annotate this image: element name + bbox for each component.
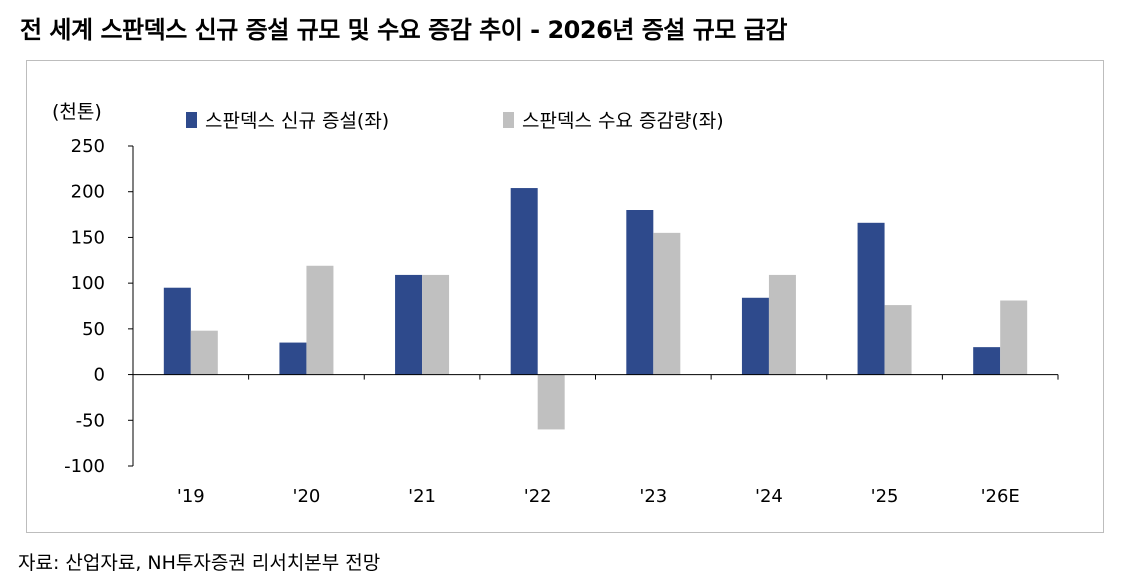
y-tick-label-0: 250 <box>71 136 105 157</box>
bar-series2-6 <box>884 305 912 375</box>
chart-frame <box>26 60 1104 533</box>
y-tick-label-4: 50 <box>82 319 105 340</box>
bar-series2-5 <box>768 274 796 375</box>
legend-item-series1: 스판덱스 신규 증설(좌) <box>186 106 389 133</box>
source-note: 자료: 산업자료, NH투자증권 리서치본부 전망 <box>18 552 381 574</box>
y-axis-unit-label: (천톤) <box>52 101 102 123</box>
x-tick-label-2: '21 <box>408 486 436 507</box>
bar-series2-4 <box>653 232 681 375</box>
bar-series1-6 <box>857 222 885 375</box>
legend-swatch-series1 <box>186 111 197 128</box>
y-tick-label-2: 150 <box>71 227 105 248</box>
y-tick-label-6: -50 <box>76 410 105 431</box>
y-tick-label-1: 200 <box>71 182 105 203</box>
x-tick-label-1: '20 <box>293 486 321 507</box>
bar-series1-4 <box>626 210 654 375</box>
y-tick-label-7: -100 <box>64 456 105 477</box>
bar-series1-2 <box>395 274 423 375</box>
y-tick-label-3: 100 <box>71 273 105 294</box>
x-tick-label-7: '26E <box>981 486 1020 507</box>
bar-series2-0 <box>190 330 218 375</box>
bar-series1-3 <box>510 188 538 375</box>
legend-label-series2: 스판덱스 수요 증감량(좌) <box>522 110 724 132</box>
x-tick-label-3: '22 <box>524 486 552 507</box>
x-tick-label-5: '24 <box>755 486 783 507</box>
bar-series1-0 <box>163 287 191 375</box>
bar-series1-7 <box>973 347 1001 375</box>
bar-series1-5 <box>741 297 769 375</box>
legend-label-series1: 스판덱스 신규 증설(좌) <box>205 110 390 132</box>
legend-item-series2: 스판덱스 수요 증감량(좌) <box>503 106 724 133</box>
chart-title: 전 세계 스판덱스 신규 증설 규모 및 수요 증감 추이 - 2026년 증설… <box>20 16 787 44</box>
x-tick-label-0: '19 <box>177 486 205 507</box>
y-tick-label-5: 0 <box>94 365 105 386</box>
x-tick-label-6: '25 <box>871 486 899 507</box>
legend-swatch-series2 <box>503 111 514 128</box>
bar-series2-7 <box>1000 300 1028 375</box>
x-tick-label-4: '23 <box>639 486 667 507</box>
bar-series2-1 <box>306 265 334 375</box>
bar-series1-1 <box>279 342 307 375</box>
bar-series2-2 <box>422 274 450 375</box>
bar-series2-3 <box>537 374 565 430</box>
